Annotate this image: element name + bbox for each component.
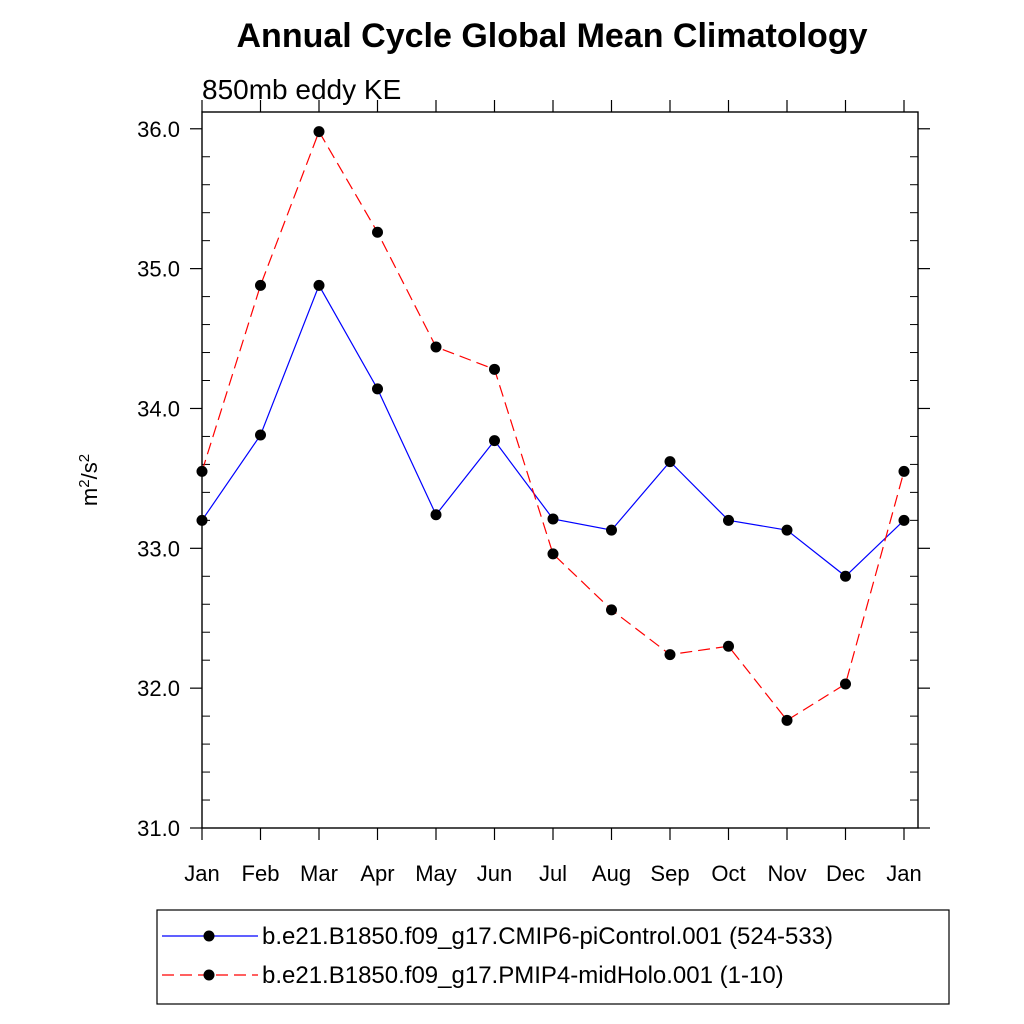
x-tick-label: Jul xyxy=(539,861,567,886)
series-0-point xyxy=(196,514,208,526)
x-tick-label: Mar xyxy=(300,861,338,886)
x-tick-label: Nov xyxy=(767,861,806,886)
series-1-point xyxy=(664,649,676,661)
series-0-point xyxy=(372,383,383,395)
series-1-point xyxy=(606,604,617,616)
series-1-point xyxy=(723,640,734,652)
legend-marker-1 xyxy=(203,969,215,981)
chart-title: Annual Cycle Global Mean Climatology xyxy=(237,17,868,55)
x-tick-label: Jan xyxy=(886,861,921,886)
legend-label-1: b.e21.B1850.f09_g17.PMIP4-midHolo.001 (1… xyxy=(262,962,784,989)
y-tick-label: 31.0 xyxy=(137,816,180,841)
y-tick-label: 33.0 xyxy=(137,536,180,561)
x-tick-label: Aug xyxy=(592,861,631,886)
series-line-0 xyxy=(201,284,905,578)
series-layer xyxy=(196,126,910,726)
x-tick-label: Sep xyxy=(650,861,689,886)
series-0-point xyxy=(430,509,442,521)
y-tick-label: 35.0 xyxy=(137,257,180,282)
x-tick-label: Oct xyxy=(711,861,745,886)
series-0-point xyxy=(313,279,325,291)
series-1-point xyxy=(898,465,910,477)
legend: b.e21.B1850.f09_g17.CMIP6-piControl.001 … xyxy=(162,923,833,989)
series-0-point xyxy=(898,514,910,526)
x-tick-label: Jan xyxy=(184,861,219,886)
series-1-point xyxy=(781,714,793,726)
legend-box xyxy=(156,909,950,1005)
x-tick-label: May xyxy=(415,861,457,886)
x-tick-label: Jun xyxy=(477,861,512,886)
x-tick-label: Apr xyxy=(360,861,394,886)
series-1-point xyxy=(313,126,325,138)
chart-subtitle: 850mb eddy KE xyxy=(202,74,401,105)
series-0-point xyxy=(664,456,676,468)
legend-label-0: b.e21.B1850.f09_g17.CMIP6-piControl.001 … xyxy=(262,923,833,950)
series-0-point xyxy=(489,435,500,447)
series-1-point xyxy=(489,363,500,375)
y-tick-label: 32.0 xyxy=(137,676,180,701)
x-tick-label: Dec xyxy=(826,861,865,886)
axis-ticks: Jan Feb Mar Apr May Jun Jul Aug Sep Oct Nov Dec Jan3… xyxy=(137,100,930,886)
series-1-point xyxy=(430,341,442,353)
series-0-point xyxy=(781,524,793,536)
series-0-point xyxy=(255,429,266,441)
series-1-point xyxy=(255,279,266,291)
series-1-point xyxy=(547,548,559,560)
series-1-point xyxy=(840,678,851,690)
series-1-point xyxy=(372,226,383,238)
series-0-point xyxy=(547,513,559,525)
legend-marker-0 xyxy=(203,930,215,942)
series-0-point xyxy=(723,514,734,526)
series-line-1 xyxy=(201,130,905,722)
series-1-point xyxy=(196,465,208,477)
y-axis-label: m2/s2 xyxy=(76,454,102,506)
y-tick-label: 34.0 xyxy=(137,396,180,421)
plot-frame xyxy=(201,111,919,829)
x-tick-label: Feb xyxy=(242,861,280,886)
series-0-point xyxy=(840,570,851,582)
y-tick-label: 36.0 xyxy=(137,117,180,142)
series-0-point xyxy=(606,524,617,536)
